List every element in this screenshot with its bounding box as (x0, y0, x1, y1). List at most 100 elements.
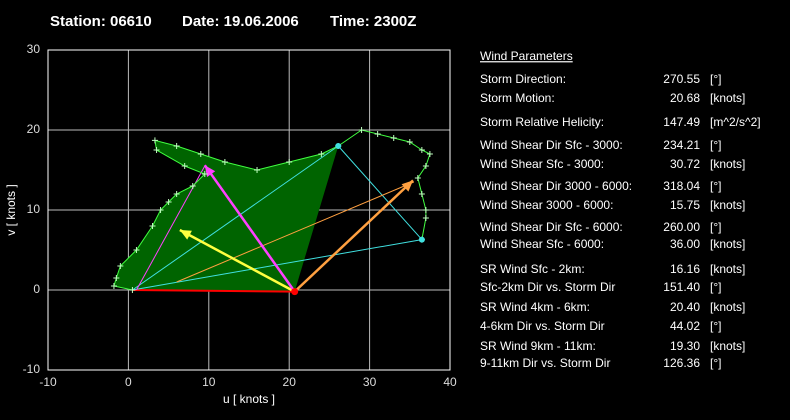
param-label: Wind Shear Sfc - 6000: (480, 237, 604, 251)
wind-arrow (293, 179, 414, 293)
hodograph-point (129, 287, 136, 293)
hodograph-point (374, 131, 381, 137)
hodograph-point (418, 147, 425, 153)
x-tick-label: 20 (283, 375, 297, 389)
hodograph-point (173, 143, 180, 149)
param-value: 147.49 (663, 115, 700, 129)
param-unit: [m^2/s^2] (710, 115, 761, 129)
param-value: 151.40 (663, 280, 700, 294)
layer-point (418, 236, 425, 243)
param-unit: [°] (710, 138, 721, 152)
y-tick-label: 30 (27, 42, 41, 56)
shear-line (136, 165, 206, 291)
wind-arrow (203, 164, 296, 293)
hodograph-point (390, 135, 397, 141)
param-value: 318.04 (663, 179, 700, 193)
param-unit: [°] (710, 319, 721, 333)
wind-arrow (179, 228, 296, 293)
helicity-area (113, 140, 339, 292)
param-value: 44.02 (670, 319, 700, 333)
hodograph-point (181, 163, 188, 169)
x-tick-label: -10 (39, 375, 57, 389)
hodograph-point (157, 207, 164, 213)
hodograph-point (286, 159, 293, 165)
storm-motion-point (291, 288, 299, 296)
y-tick-label: 20 (27, 122, 41, 136)
shear-line (176, 181, 415, 283)
y-tick-label: -10 (23, 362, 41, 376)
param-value: 36.00 (670, 237, 700, 251)
hodograph-point (153, 147, 160, 153)
shear-line (132, 289, 295, 293)
param-label: 4-6km Dir vs. Storm Dir (480, 319, 605, 333)
shear-line (337, 145, 423, 240)
param-label: Wind Shear Sfc - 3000: (480, 157, 604, 171)
param-unit: [knots] (710, 91, 745, 105)
param-label: SR Wind 9km - 11km: (480, 339, 596, 353)
hodograph-point (221, 159, 228, 165)
param-label: Storm Motion: (480, 91, 555, 105)
date: Date: 19.06.2006 (182, 13, 299, 30)
x-tick-label: 40 (443, 375, 457, 389)
param-value: 20.40 (670, 300, 700, 314)
hodograph-point (318, 151, 325, 157)
hodograph-point (201, 171, 208, 177)
hodograph-point (406, 139, 413, 145)
param-unit: [°] (710, 72, 721, 86)
hodograph-point (358, 127, 365, 133)
y-tick-label: 0 (33, 282, 40, 296)
plot-frame (47, 49, 451, 371)
hodograph-point (113, 275, 120, 281)
hodograph-point (189, 183, 196, 189)
param-unit: [°] (710, 280, 721, 294)
param-unit: [knots] (710, 157, 745, 171)
hodograph-point (149, 223, 156, 229)
param-value: 15.75 (670, 198, 700, 212)
x-tick-label: 0 (125, 375, 132, 389)
arrow-head (179, 230, 192, 240)
hodograph-point (117, 263, 124, 269)
param-value: 20.68 (670, 91, 700, 105)
layer-point (335, 143, 342, 149)
param-unit: [°] (710, 220, 721, 234)
hodograph-point (151, 137, 158, 144)
y-axis-label: v [ knots ] (4, 184, 18, 235)
time: Time: 2300Z (330, 13, 416, 30)
param-value: 270.55 (663, 72, 700, 86)
hodograph-point (414, 175, 421, 181)
hodograph-point (422, 207, 429, 213)
param-label: SR Wind 4km - 6km: (480, 300, 590, 314)
param-label: Wind Shear Dir Sfc - 3000: (480, 138, 623, 152)
hodograph-point (418, 191, 425, 197)
param-label: SR Wind Sfc - 2km: (480, 262, 585, 276)
param-unit: [knots] (710, 262, 745, 276)
param-label: 9-11km Dir vs. Storm Dir (480, 356, 610, 370)
param-unit: [°] (710, 179, 721, 193)
param-label: Wind Shear Dir 3000 - 6000: (480, 179, 632, 193)
param-value: 16.16 (670, 262, 700, 276)
param-value: 126.36 (663, 356, 700, 370)
station: Station: 06610 (50, 13, 152, 30)
hodograph-point (197, 151, 204, 157)
arrow-head (401, 180, 414, 192)
param-value: 234.21 (663, 138, 700, 152)
hodograph-point (110, 283, 117, 289)
param-unit: [knots] (710, 237, 745, 251)
param-unit: [knots] (710, 300, 745, 314)
hodograph-point (173, 191, 180, 197)
x-axis-label: u [ knots ] (223, 392, 275, 406)
x-tick-label: 10 (202, 375, 216, 389)
x-tick-label: 30 (363, 375, 377, 389)
param-unit: [knots] (710, 339, 745, 353)
param-value: 30.72 (670, 157, 700, 171)
param-value: 260.00 (663, 220, 700, 234)
hodograph-point (422, 215, 429, 221)
shear-line (132, 145, 339, 291)
hodograph-point (133, 247, 140, 253)
hodograph-point (254, 167, 261, 173)
param-value: 19.30 (670, 339, 700, 353)
param-unit: [knots] (710, 198, 745, 212)
hodograph-point (165, 199, 172, 205)
